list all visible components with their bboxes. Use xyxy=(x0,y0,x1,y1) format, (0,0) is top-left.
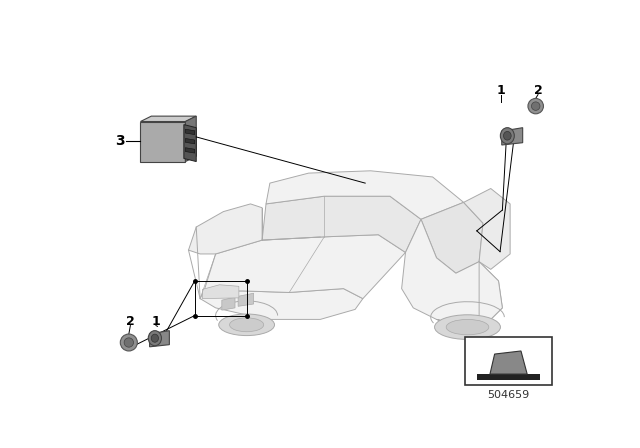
Polygon shape xyxy=(140,121,186,162)
Polygon shape xyxy=(222,297,235,310)
Ellipse shape xyxy=(504,131,511,140)
Circle shape xyxy=(124,338,134,347)
Polygon shape xyxy=(262,196,421,252)
Polygon shape xyxy=(402,220,502,327)
Polygon shape xyxy=(140,116,196,121)
Polygon shape xyxy=(421,202,483,273)
Ellipse shape xyxy=(219,314,275,336)
Polygon shape xyxy=(186,129,195,134)
Polygon shape xyxy=(266,171,463,220)
Polygon shape xyxy=(186,116,196,162)
Ellipse shape xyxy=(500,128,515,144)
Polygon shape xyxy=(200,289,363,319)
Polygon shape xyxy=(204,235,406,299)
Text: 3: 3 xyxy=(115,134,125,148)
Polygon shape xyxy=(463,189,510,269)
Polygon shape xyxy=(186,148,195,153)
Bar xyxy=(465,337,552,385)
Polygon shape xyxy=(189,204,262,254)
Ellipse shape xyxy=(151,334,159,342)
Polygon shape xyxy=(490,351,527,374)
Polygon shape xyxy=(186,138,195,144)
Circle shape xyxy=(531,102,540,110)
Polygon shape xyxy=(150,331,170,347)
Ellipse shape xyxy=(148,331,161,346)
Polygon shape xyxy=(436,262,502,327)
Circle shape xyxy=(120,334,138,351)
Ellipse shape xyxy=(230,318,264,332)
Polygon shape xyxy=(184,125,196,162)
Text: 1: 1 xyxy=(152,315,161,328)
Bar xyxy=(477,374,540,380)
Polygon shape xyxy=(502,128,523,145)
Polygon shape xyxy=(202,285,239,299)
Ellipse shape xyxy=(435,315,500,340)
Text: 2: 2 xyxy=(126,315,135,328)
Text: 2: 2 xyxy=(534,84,543,97)
Text: 504659: 504659 xyxy=(488,390,530,400)
Ellipse shape xyxy=(446,319,489,335)
Text: 1: 1 xyxy=(497,84,505,97)
Circle shape xyxy=(528,99,543,114)
Polygon shape xyxy=(238,293,253,306)
